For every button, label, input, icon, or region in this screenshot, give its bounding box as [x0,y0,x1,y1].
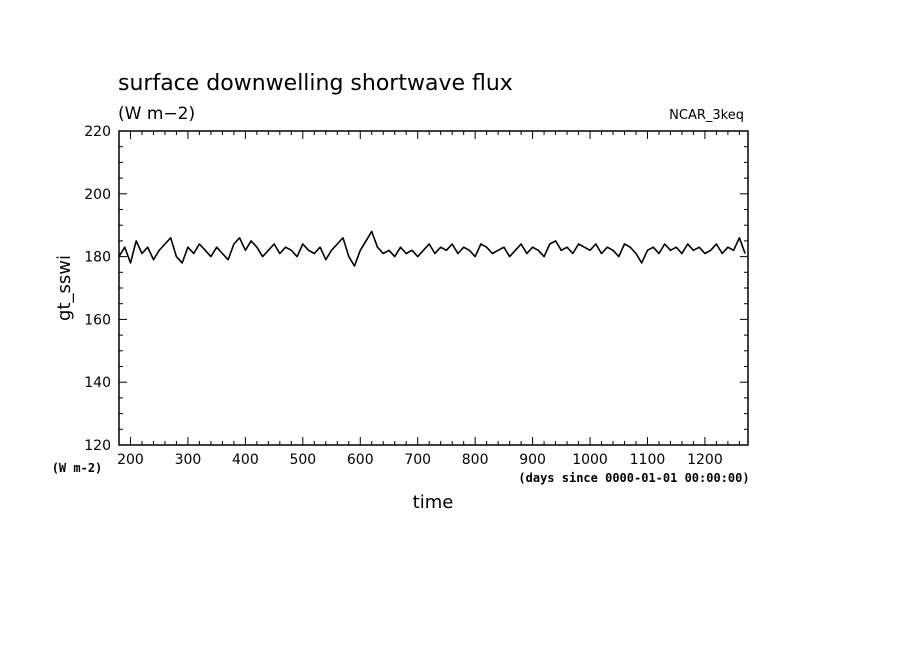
y-tick-label: 140 [84,375,111,391]
x-tick-label: 300 [175,452,202,468]
y-axis-label: gt_sswi [54,255,75,321]
x-tick-label: 500 [289,452,316,468]
plot-frame [118,130,749,446]
y-tick-label: 220 [84,124,111,140]
x-tick-label: 900 [519,452,546,468]
x-tick-label: 1200 [687,452,723,468]
x-tick-label: 1000 [572,452,608,468]
run-label: NCAR_3keq [669,108,744,123]
y-tick-label: 180 [84,250,111,266]
x-tick-label: 600 [347,452,374,468]
x-axis-units: (days since 0000-01-01 00:00:00) [518,471,749,485]
series-line [118,230,746,267]
y-tick-label: 120 [84,438,111,454]
x-tick-label: 1100 [630,452,666,468]
x-axis-label: time [413,492,454,513]
y-tick-label: 200 [84,187,111,203]
x-tick-label: 700 [404,452,431,468]
title-units: (W m−2) [118,104,195,124]
chart-title: surface downwelling shortwave flux [118,71,513,96]
y-tick-label: 160 [84,312,111,328]
plot-area: 200 300 400 500 600 700 800 900 1000 1100 1200 120 1… [84,124,749,468]
x-tick-label: 800 [462,452,489,468]
y-axis-units: (W m-2) [52,461,103,475]
x-tick-label: 200 [117,452,144,468]
x-tick-label: 400 [232,452,259,468]
